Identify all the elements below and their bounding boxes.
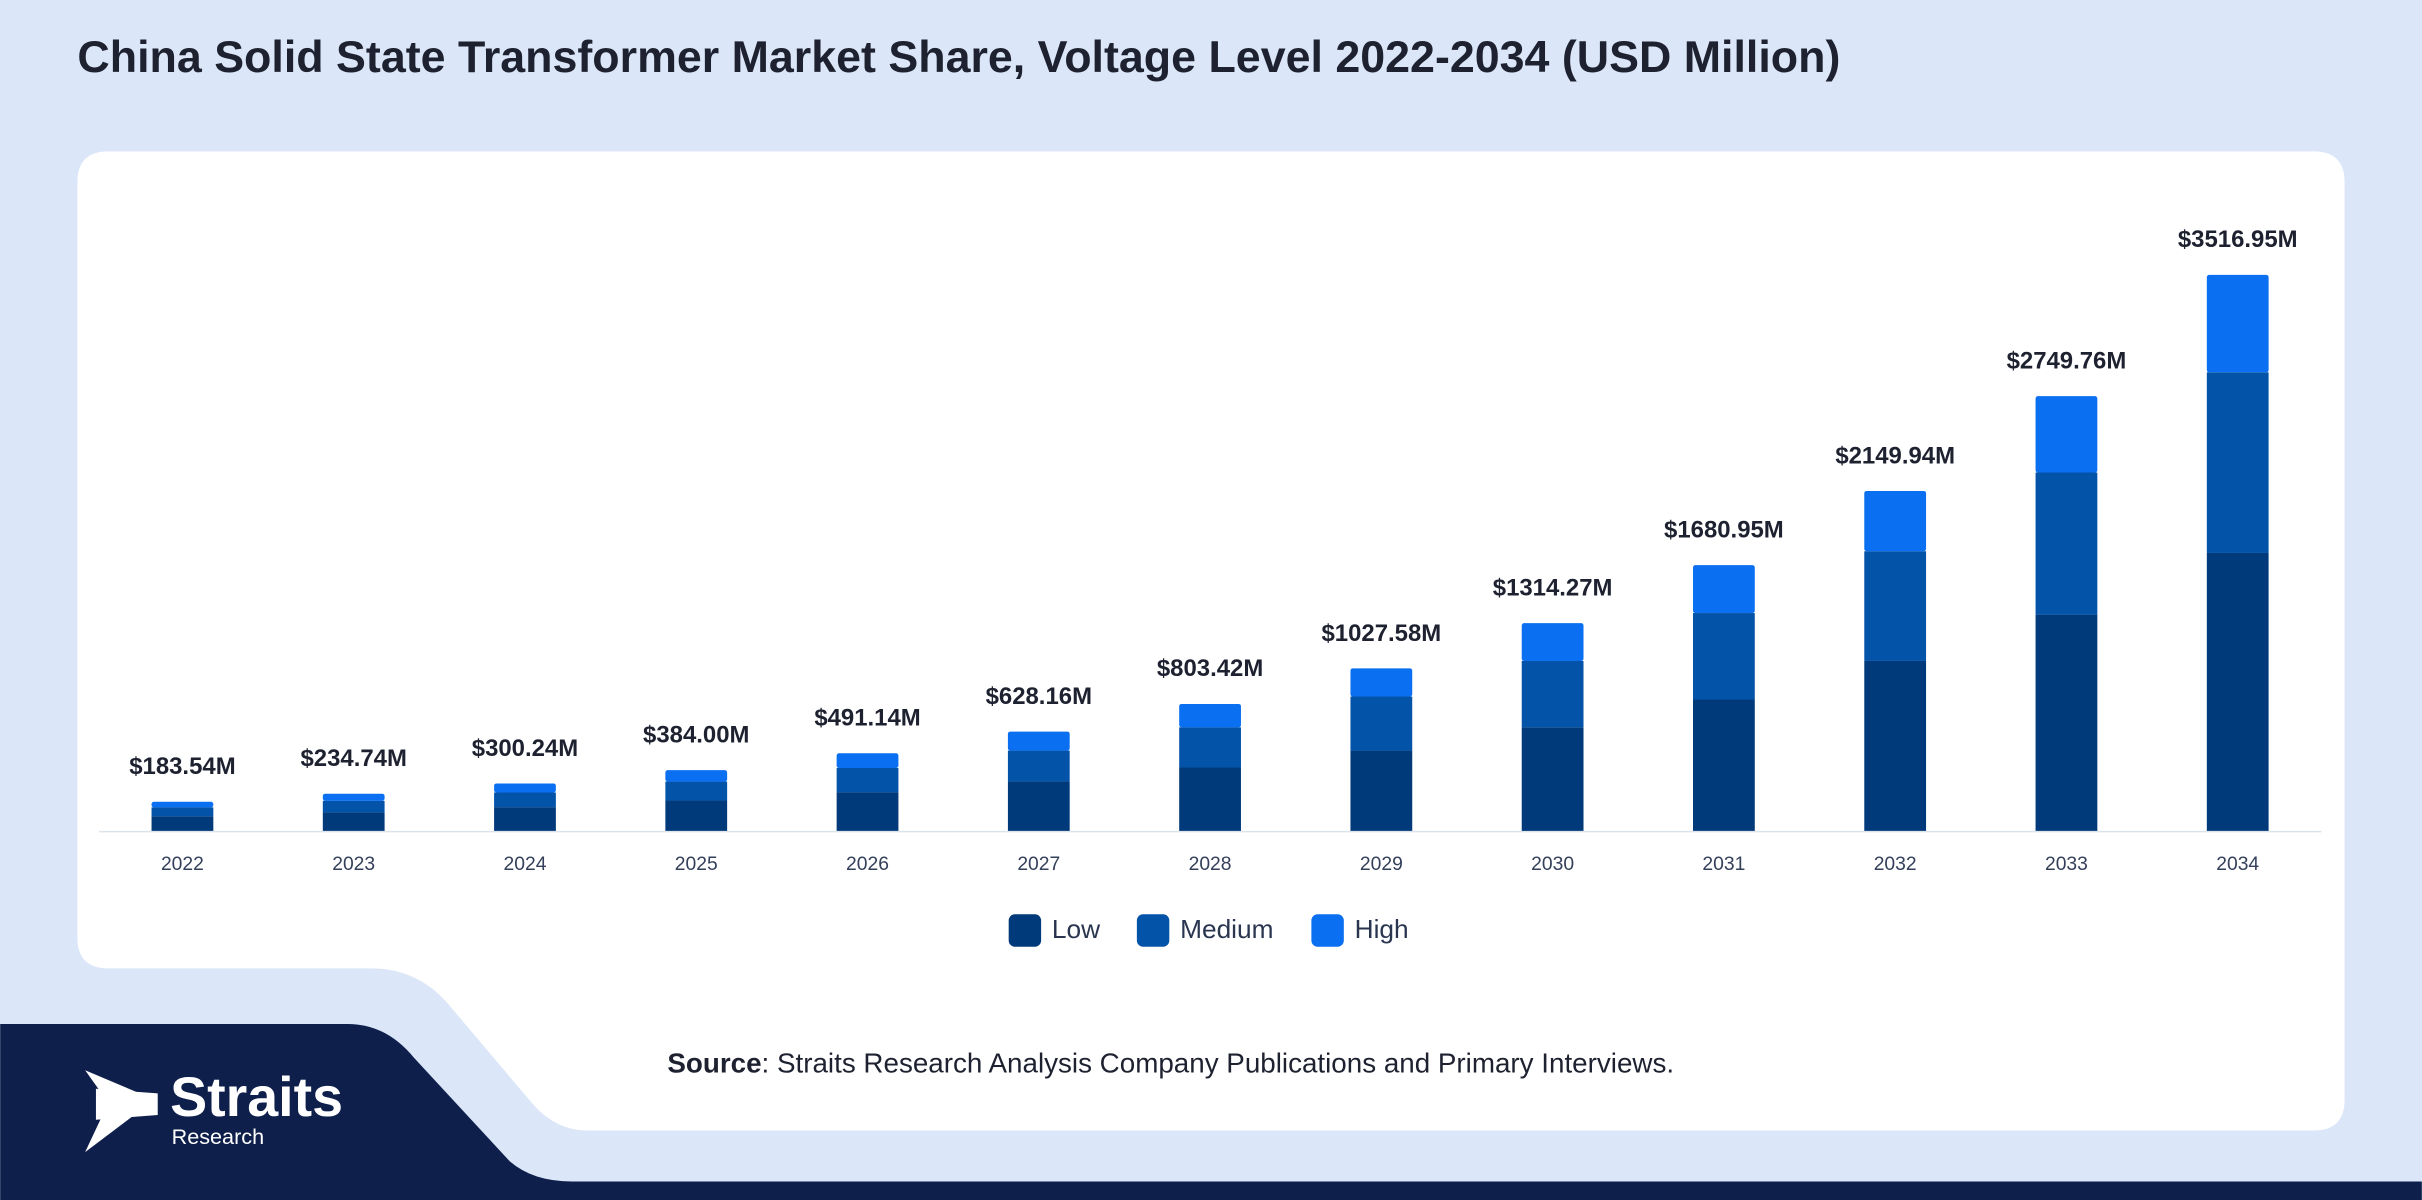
bar-segment (1350, 668, 1413, 697)
bar-segment (1864, 491, 1927, 552)
source-label: Source (667, 1048, 761, 1079)
bar-segment (1350, 696, 1413, 751)
bar-segment (151, 816, 214, 831)
total-label: $1314.27M (1493, 574, 1613, 601)
legend-label: High (1355, 914, 1409, 944)
chart-title: China Solid State Transformer Market Sha… (77, 32, 1840, 82)
logo-icon-body (95, 1088, 158, 1120)
total-label: $3516.95M (2178, 226, 2298, 253)
bar-segment (1179, 703, 1241, 728)
total-label: $803.42M (1157, 655, 1263, 682)
x-tick-label: 2032 (1874, 854, 1917, 875)
bar-segment (322, 793, 385, 801)
bar-segment (2206, 274, 2269, 373)
x-tick-label: 2028 (1189, 854, 1232, 875)
bar-segment (836, 753, 899, 768)
bar-segment (1693, 613, 1755, 700)
total-label: $491.14M (814, 705, 920, 732)
legend-label: Low (1052, 914, 1101, 944)
bar-segment (1007, 731, 1070, 751)
bar-segment (322, 812, 385, 831)
total-label: $234.74M (300, 745, 406, 772)
bar-segment (1007, 781, 1070, 831)
total-label: $628.16M (986, 683, 1092, 710)
bar-segment (494, 807, 556, 831)
bar-segment (1864, 551, 1927, 661)
logo-name: Straits (170, 1066, 343, 1128)
legend-label: Medium (1180, 914, 1273, 944)
bar-segment (494, 792, 556, 808)
total-label: $183.54M (129, 753, 235, 780)
bar-segment (836, 792, 899, 831)
logo-sub: Research (172, 1124, 264, 1149)
total-label: $2749.76M (2007, 348, 2127, 375)
bar-segment (1521, 727, 1584, 831)
bar-segment (1350, 750, 1413, 831)
total-label: $2149.94M (1835, 442, 1955, 469)
bar-segment (2206, 372, 2269, 553)
x-tick-label: 2026 (846, 854, 889, 875)
bar-segment (1693, 565, 1755, 614)
bar-segment (665, 770, 728, 782)
bar-segment (1007, 750, 1070, 782)
x-tick-label: 2027 (1017, 854, 1060, 875)
x-tick-label: 2024 (504, 854, 547, 875)
bar-segment (1521, 623, 1584, 661)
bar-segment (665, 781, 728, 801)
panel (77, 151, 2345, 1131)
bar-segment (1179, 767, 1241, 831)
bar-segment (1693, 699, 1755, 831)
footer-band (0, 1023, 2422, 1200)
total-label: $1027.58M (1321, 620, 1441, 647)
bar-segment (2035, 614, 2098, 831)
legend-swatch (1008, 914, 1042, 947)
total-label: $384.00M (643, 722, 749, 749)
x-tick-label: 2029 (1360, 854, 1403, 875)
x-tick-label: 2030 (1531, 854, 1574, 875)
source: Source: Straits Research Analysis Compan… (667, 1048, 1674, 1079)
x-tick-label: 2023 (332, 854, 375, 875)
x-tick-label: 2031 (1702, 854, 1745, 875)
x-tick-label: 2025 (675, 854, 718, 875)
legend-swatch (1136, 914, 1170, 947)
bar-segment (1521, 660, 1584, 728)
x-tick-label: 2034 (2216, 854, 2259, 875)
bar-segment (151, 801, 214, 808)
bar-segment (151, 807, 214, 817)
bar-segment (2206, 552, 2269, 831)
bar-segment (1864, 660, 1927, 831)
bar-segment (836, 767, 899, 793)
bar-segment (494, 783, 556, 793)
bar-segment (322, 800, 385, 813)
total-label: $1680.95M (1664, 517, 1784, 544)
legend-swatch (1311, 914, 1344, 947)
bar-segment (1179, 727, 1241, 768)
total-label: $300.24M (472, 735, 578, 762)
bar-segment (665, 800, 728, 831)
x-tick-label: 2033 (2045, 854, 2088, 875)
bar-segment (2035, 472, 2098, 615)
source-text: : Straits Research Analysis Company Publ… (762, 1048, 1675, 1079)
x-tick-label: 2022 (161, 854, 204, 875)
bar-segment (2035, 396, 2098, 473)
